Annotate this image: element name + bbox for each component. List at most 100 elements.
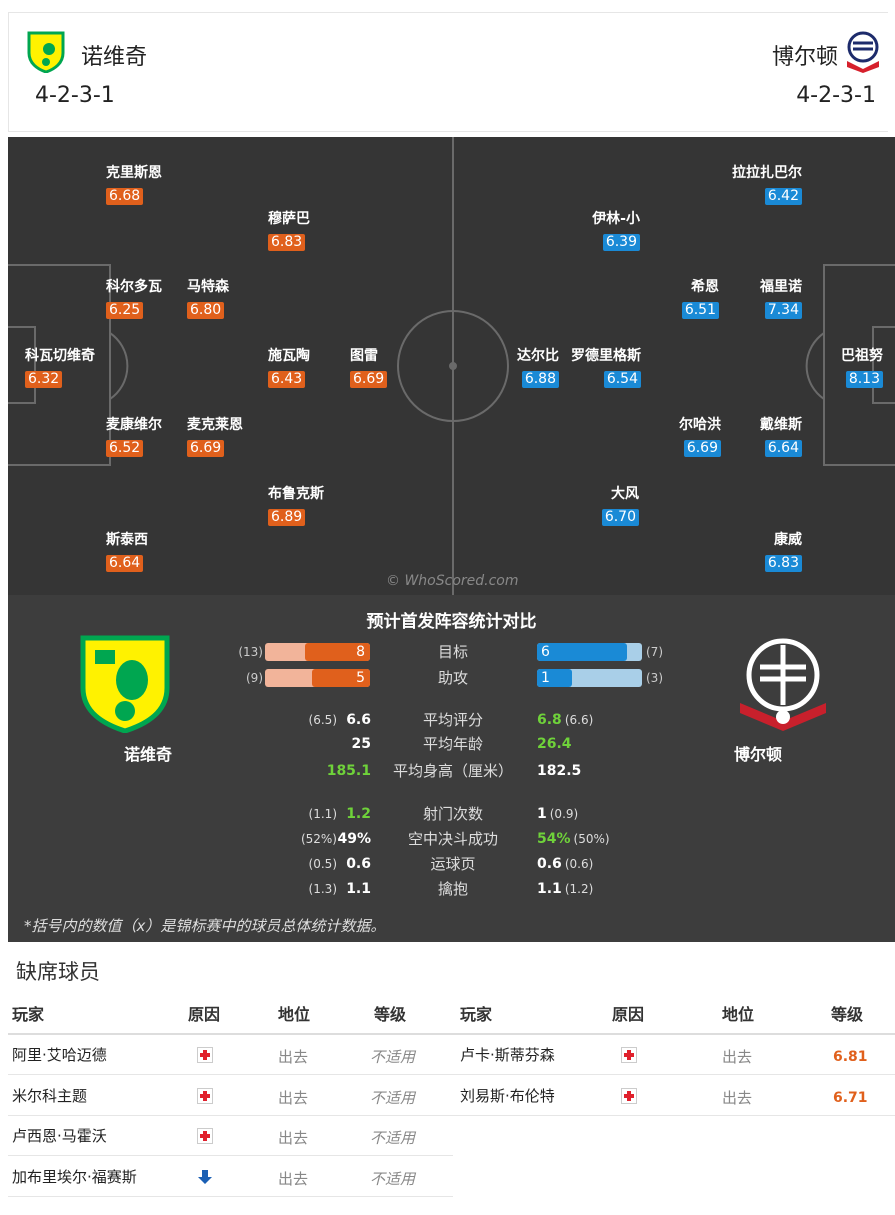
player-rating: 6.69 bbox=[683, 440, 721, 457]
reason-icon bbox=[197, 1087, 213, 1104]
status: 出去 bbox=[278, 1088, 309, 1107]
home-formation: 4-2-3-1 bbox=[35, 83, 115, 108]
row-divider bbox=[8, 1195, 453, 1197]
player-name: 拉拉扎巴尔 bbox=[732, 165, 802, 181]
home-team-label: 诺维奇 bbox=[123, 745, 172, 764]
reason-icon bbox=[621, 1087, 637, 1104]
column-header: 地位 bbox=[278, 1005, 311, 1024]
stat-label: 平均评分 bbox=[422, 711, 483, 729]
home-stat: 0.6 bbox=[346, 856, 371, 872]
stat-label: 助攻 bbox=[437, 669, 468, 687]
home-stat: 25 bbox=[351, 736, 371, 752]
player-name: 阿里·艾哈迈德 bbox=[12, 1046, 107, 1064]
status: 出去 bbox=[722, 1048, 753, 1066]
column-header: 等级 bbox=[831, 1005, 864, 1024]
away-stat-total: (0.6) bbox=[564, 857, 594, 871]
player-name: 布鲁克斯 bbox=[268, 486, 324, 502]
away-bar bbox=[537, 643, 627, 661]
player-name: 福里诺 bbox=[760, 279, 802, 295]
player-rating: 6.70 bbox=[601, 509, 639, 526]
home-stat: 1.1 bbox=[346, 881, 371, 897]
player-rating: 6.69 bbox=[187, 440, 225, 457]
home-total: (9) bbox=[246, 671, 263, 685]
player-name: 施瓦陶 bbox=[268, 348, 310, 364]
home-total: (13) bbox=[238, 645, 263, 659]
row-divider bbox=[8, 1033, 453, 1035]
player-name: 刘易斯·布伦特 bbox=[460, 1086, 555, 1105]
away-stat: 1.1 bbox=[537, 881, 562, 897]
player-rating: 6.54 bbox=[603, 371, 641, 388]
player-name: 尔哈洪 bbox=[679, 417, 721, 433]
column-header: 等级 bbox=[374, 1005, 407, 1024]
home-bar bbox=[311, 669, 370, 687]
away-team-label: 博尔顿 bbox=[733, 745, 782, 764]
player-name: 图雷 bbox=[350, 348, 378, 364]
reason-icon bbox=[197, 1128, 213, 1144]
reason-icon bbox=[197, 1047, 213, 1063]
player-name: 达尔比 bbox=[517, 348, 559, 364]
home-stat: 185.1 bbox=[326, 763, 371, 779]
home-stat-total: (0.5) bbox=[308, 857, 337, 871]
match-header: 诺维奇 4-2-3-1 博尔顿 4-2-3-1 bbox=[8, 12, 888, 132]
injury-icon bbox=[197, 1128, 213, 1144]
home-value: 8 bbox=[356, 644, 365, 660]
player-name: 麦康维尔 bbox=[106, 417, 162, 433]
player-name: 科瓦切维奇 bbox=[25, 348, 95, 364]
player-rating: 6.64 bbox=[106, 555, 144, 572]
player-name: 伊林-小 bbox=[592, 211, 640, 227]
player-name: 马特森 bbox=[187, 279, 229, 295]
home-stat-total: (6.5) bbox=[308, 713, 337, 727]
player-name: 康威 bbox=[774, 532, 802, 548]
comparison-title: 预计首发阵容统计对比 bbox=[366, 612, 537, 632]
row-divider bbox=[8, 1155, 453, 1156]
column-header: 原因 bbox=[612, 1005, 645, 1024]
away-value: 1 bbox=[541, 670, 550, 686]
stat-label: 目标 bbox=[437, 643, 468, 661]
away-stat: 26.4 bbox=[537, 736, 572, 752]
away-stat: 0.6 bbox=[537, 856, 562, 872]
column-header: 玩家 bbox=[12, 1005, 45, 1024]
comparison-panel: 预计首发阵容统计对比 诺维奇 博尔顿 *括号内的数值（x）是锦标赛中的球员总体统… bbox=[8, 595, 895, 942]
grade: 不适用 bbox=[370, 1129, 416, 1147]
column-header: 玩家 bbox=[460, 1005, 493, 1024]
player-rating: 6.51 bbox=[681, 302, 719, 319]
home-stat-total: (52%) bbox=[300, 832, 337, 846]
status: 出去 bbox=[278, 1169, 309, 1188]
away-stat: 54% bbox=[537, 831, 571, 847]
column-header: 地位 bbox=[722, 1005, 755, 1024]
away-total: (3) bbox=[646, 671, 663, 685]
player-name: 穆萨巴 bbox=[268, 211, 310, 227]
reason-icon bbox=[197, 1169, 213, 1185]
away-stat-total: (0.9) bbox=[549, 807, 579, 821]
player-rating: 7.34 bbox=[764, 302, 802, 319]
player-name: 克里斯恩 bbox=[106, 165, 162, 181]
stat-label: 空中决斗成功 bbox=[407, 830, 498, 848]
player-name: 巴祖努 bbox=[841, 348, 883, 364]
player-rating: 6.69 bbox=[350, 371, 388, 388]
player-rating: 6.32 bbox=[25, 371, 63, 388]
row-divider bbox=[453, 1074, 895, 1075]
player-rating: 6.80 bbox=[187, 302, 225, 319]
grade: 6.81 bbox=[833, 1049, 868, 1065]
absent-title: 缺席球员 bbox=[16, 960, 100, 984]
stat-label: 平均年龄 bbox=[422, 735, 483, 753]
player-rating: 8.13 bbox=[845, 371, 883, 388]
home-team-name: 诺维奇 bbox=[81, 45, 148, 70]
column-header: 原因 bbox=[188, 1005, 221, 1024]
player-name: 希恩 bbox=[691, 279, 719, 295]
status: 出去 bbox=[278, 1048, 309, 1066]
watermark: © WhoScored.com bbox=[386, 573, 519, 589]
player-name: 科尔多瓦 bbox=[106, 279, 162, 295]
player-rating: 6.88 bbox=[521, 371, 559, 388]
away-stat: 1 bbox=[537, 806, 547, 822]
home-stat-total: (1.3) bbox=[308, 882, 337, 896]
player-rating: 6.64 bbox=[764, 440, 802, 457]
home-stat: 6.6 bbox=[346, 712, 371, 728]
player-name: 大风 bbox=[611, 486, 639, 502]
away-stat: 182.5 bbox=[537, 763, 582, 779]
away-stat: 6.8 bbox=[537, 712, 562, 728]
player-rating: 6.89 bbox=[268, 509, 306, 526]
footnote: *括号内的数值（x）是锦标赛中的球员总体统计数据。 bbox=[24, 917, 386, 935]
row-divider bbox=[8, 1074, 453, 1075]
player-rating: 6.68 bbox=[106, 188, 144, 205]
